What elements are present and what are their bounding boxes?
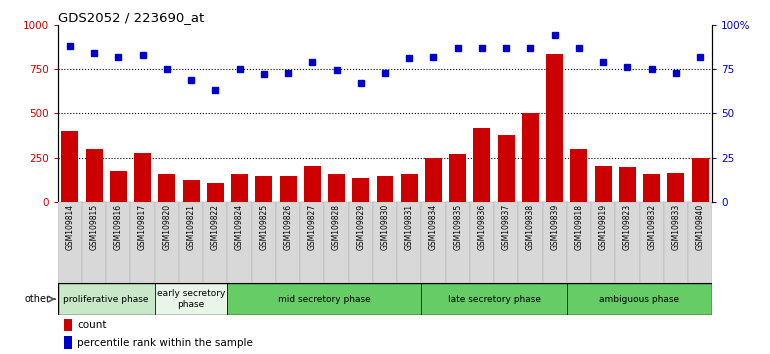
Bar (304, 166, 321, 202)
Text: GSM109823: GSM109823 (623, 204, 632, 250)
Bar (155, 202, 179, 283)
Bar (615, 202, 640, 283)
Bar (130, 202, 155, 283)
Bar (619, 167, 636, 202)
Bar (691, 158, 708, 202)
Bar (643, 174, 660, 202)
Text: percentile rank within the sample: percentile rank within the sample (77, 338, 253, 348)
Text: mid secretory phase: mid secretory phase (278, 295, 371, 304)
Text: GSM109835: GSM109835 (454, 204, 462, 251)
Text: GSM109818: GSM109818 (574, 204, 584, 250)
Text: GSM109815: GSM109815 (89, 204, 99, 250)
Text: GSM109834: GSM109834 (429, 204, 438, 251)
Bar (591, 202, 615, 283)
Text: GSM109839: GSM109839 (551, 204, 559, 251)
Bar (522, 113, 539, 202)
Text: GSM109826: GSM109826 (283, 204, 293, 250)
Text: late secretory phase: late secretory phase (447, 295, 541, 304)
Bar (207, 183, 224, 202)
Bar (276, 202, 300, 283)
Text: count: count (77, 320, 107, 330)
Text: GSM109824: GSM109824 (235, 204, 244, 250)
Bar (494, 202, 518, 283)
Bar (373, 202, 397, 283)
Text: early secretory
phase: early secretory phase (157, 290, 226, 309)
Bar (446, 202, 470, 283)
Bar (62, 131, 79, 202)
Text: GSM109840: GSM109840 (695, 204, 705, 251)
Bar (543, 202, 567, 283)
Bar (353, 178, 370, 202)
Bar (82, 202, 106, 283)
Bar (85, 149, 102, 202)
Bar (65, 336, 72, 349)
Bar (349, 202, 373, 283)
Bar (300, 202, 324, 283)
Bar (400, 174, 417, 202)
Bar (328, 174, 345, 202)
Bar (179, 202, 203, 283)
Text: GSM109822: GSM109822 (211, 204, 219, 250)
Text: GSM109816: GSM109816 (114, 204, 123, 250)
Bar (231, 174, 248, 202)
Bar (470, 202, 494, 283)
Bar (497, 135, 514, 202)
Text: GSM109814: GSM109814 (65, 204, 75, 250)
Text: GSM109838: GSM109838 (526, 204, 535, 250)
Bar (688, 202, 712, 283)
Bar (110, 171, 127, 202)
Text: GSM109817: GSM109817 (138, 204, 147, 250)
Bar (227, 283, 421, 315)
Bar (324, 202, 349, 283)
Bar (640, 202, 664, 283)
Bar (203, 202, 227, 283)
Text: ambiguous phase: ambiguous phase (600, 295, 680, 304)
Bar (134, 153, 151, 202)
Bar (425, 158, 442, 202)
Text: GSM109828: GSM109828 (332, 204, 341, 250)
Text: GSM109836: GSM109836 (477, 204, 487, 251)
Bar (65, 319, 72, 331)
Bar (546, 54, 563, 202)
Text: GSM109831: GSM109831 (405, 204, 413, 250)
Bar (571, 149, 588, 202)
Text: GSM109821: GSM109821 (186, 204, 196, 250)
Bar (449, 154, 466, 202)
Bar (106, 202, 130, 283)
Text: GSM109830: GSM109830 (380, 204, 390, 251)
Bar (377, 176, 393, 202)
Bar (252, 202, 276, 283)
Bar (474, 128, 490, 202)
Bar (567, 283, 712, 315)
Bar (280, 176, 296, 202)
Text: GSM109825: GSM109825 (259, 204, 268, 250)
Text: GSM109837: GSM109837 (502, 204, 511, 251)
Bar (421, 283, 567, 315)
Bar (256, 176, 273, 202)
Bar (668, 172, 685, 202)
Text: other: other (25, 294, 51, 304)
Bar (58, 202, 82, 283)
Bar (594, 166, 611, 202)
Bar (227, 202, 252, 283)
Bar (567, 202, 591, 283)
Bar (159, 174, 176, 202)
Bar (182, 179, 199, 202)
Text: GSM109820: GSM109820 (162, 204, 172, 250)
Bar (397, 202, 421, 283)
Text: GSM109833: GSM109833 (671, 204, 681, 251)
Bar (421, 202, 446, 283)
Text: GSM109829: GSM109829 (357, 204, 365, 250)
Text: GSM109832: GSM109832 (647, 204, 656, 250)
Text: GSM109819: GSM109819 (598, 204, 608, 250)
Bar (155, 283, 227, 315)
Bar (518, 202, 543, 283)
Text: proliferative phase: proliferative phase (63, 295, 149, 304)
Text: GDS2052 / 223690_at: GDS2052 / 223690_at (58, 11, 204, 24)
Bar (58, 283, 155, 315)
Bar (664, 202, 688, 283)
Text: GSM109827: GSM109827 (308, 204, 316, 250)
